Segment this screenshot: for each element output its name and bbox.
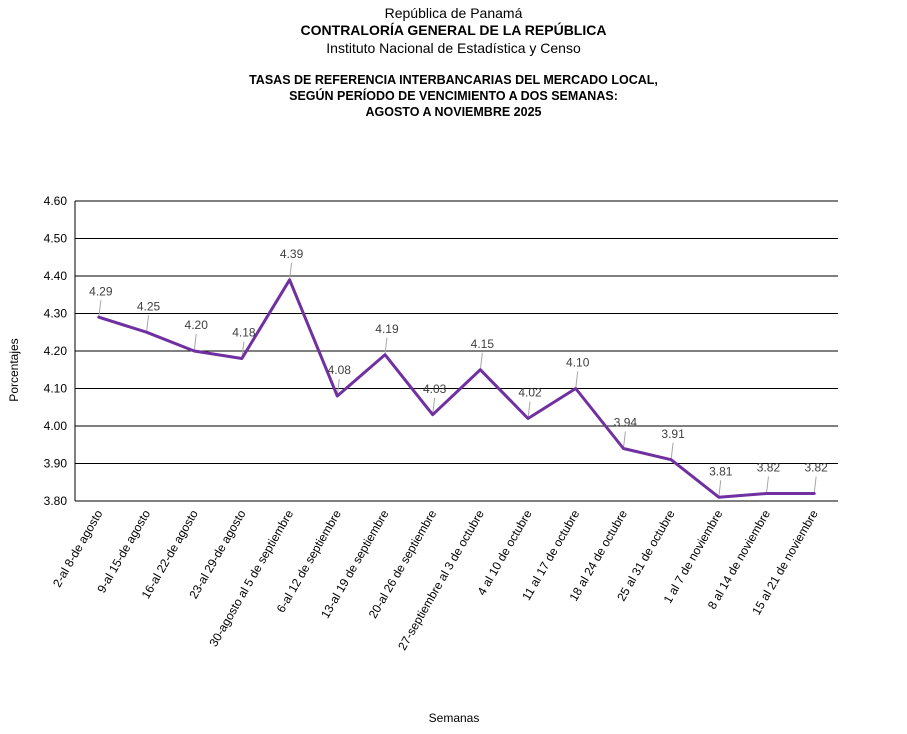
header-institution: CONTRALORÍA GENERAL DE LA REPÚBLICA	[300, 22, 607, 38]
data-label: 3.82	[804, 461, 828, 475]
y-tick-label: 3.80	[44, 494, 68, 508]
data-label: 3.82	[757, 461, 781, 475]
y-tick-label: 3.90	[44, 457, 68, 471]
header-country: República de Panamá	[384, 5, 523, 21]
gridlines	[74, 200, 838, 502]
data-label-leader	[384, 337, 388, 355]
data-label: 4.10	[566, 356, 590, 370]
data-label-leader	[813, 476, 817, 494]
y-axis-label: Porcentajes	[7, 338, 21, 401]
header-institute: Instituto Nacional de Estadística y Cens…	[326, 40, 581, 56]
x-tick-label: 30-agosto al 5 de septiembre	[206, 507, 296, 649]
chart-title-line-3: AGOSTO A NOVIEMBRE 2025	[365, 105, 542, 119]
data-label: 3.94	[614, 416, 638, 430]
data-label-leader	[765, 476, 769, 494]
data-label: 4.20	[185, 318, 209, 332]
data-label: 4.25	[137, 299, 161, 313]
chart-title-line-1: TASAS DE REFERENCIA INTERBANCARIAS DEL M…	[249, 73, 658, 87]
data-label: 4.19	[375, 322, 399, 336]
data-label-leader	[432, 397, 436, 415]
data-label-leader	[289, 262, 293, 280]
x-tick-label: 9-al 15-de agosto	[94, 507, 153, 595]
x-tick-label: 27-septiembre al 3 de octubre	[395, 507, 487, 652]
y-tick-label: 4.00	[44, 419, 68, 433]
data-label: 4.29	[89, 284, 113, 298]
x-axis-label: Semanas	[429, 711, 480, 725]
data-label-leader	[527, 401, 531, 419]
data-label: 3.91	[661, 427, 685, 441]
y-tick-label: 4.30	[44, 307, 68, 321]
data-label-leader	[622, 431, 626, 449]
series-line	[97, 278, 816, 499]
y-tick-label: 4.10	[44, 382, 68, 396]
data-label: 4.02	[518, 386, 542, 400]
data-label: 3.81	[709, 464, 733, 478]
y-tick-label: 4.20	[44, 344, 68, 358]
x-tick-label: 2-al 8-de agosto	[50, 507, 106, 589]
data-label: 4.08	[328, 363, 352, 377]
data-label: 4.18	[232, 326, 256, 340]
y-tick-label: 4.60	[44, 194, 68, 208]
data-labels: 4.29 4.25 4.20 4.18 4.39 4.08 4.19 4.03 4.15 4.02…	[89, 247, 828, 479]
chart-title-line-2: SEGÚN PERÍODO DE VENCIMIENTO A DOS SEMAN…	[289, 89, 618, 103]
data-label-leader	[193, 333, 197, 352]
data-label: 4.03	[423, 382, 447, 396]
data-label-leader	[98, 300, 102, 318]
data-label: 4.15	[471, 337, 495, 351]
y-axis-ticks: 4.60 4.50 4.40 4.30 4.20 4.10 4.00 3.90 3.80	[44, 194, 68, 508]
y-tick-label: 4.50	[44, 232, 68, 246]
data-label-leader	[479, 352, 483, 370]
data-label-leader	[146, 315, 150, 333]
y-tick-label: 4.40	[44, 269, 68, 283]
data-label-leader	[575, 371, 579, 389]
data-label-leaders	[98, 262, 817, 498]
data-label-leader	[670, 442, 674, 460]
data-label: 4.39	[280, 247, 304, 261]
data-label-leader	[718, 480, 722, 498]
